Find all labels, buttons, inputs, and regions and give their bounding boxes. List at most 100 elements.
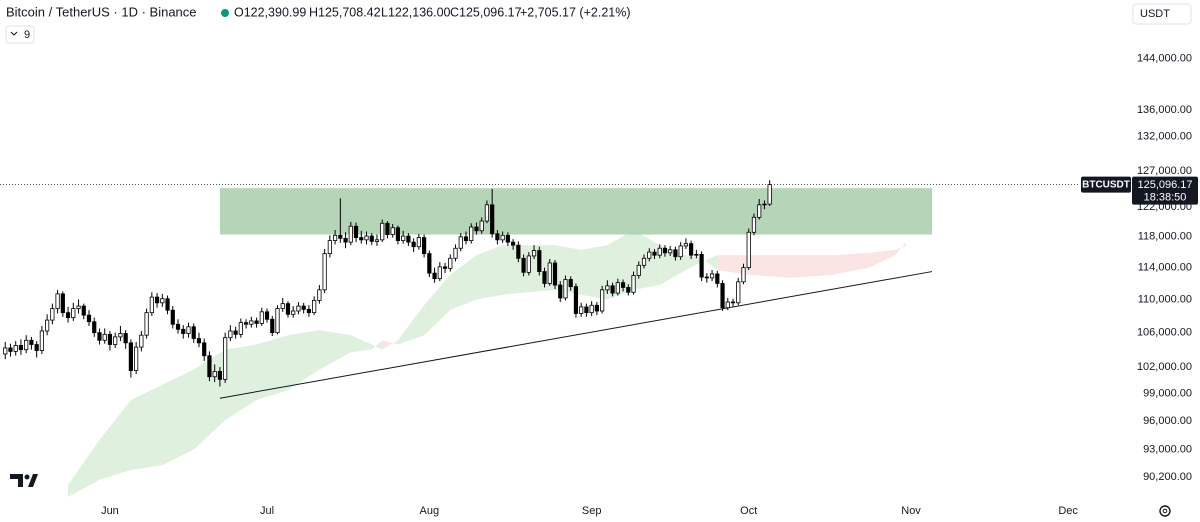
candle-body — [353, 225, 359, 238]
candle-body — [259, 311, 264, 324]
settings-icon[interactable] — [1159, 505, 1171, 517]
candle-body — [385, 222, 390, 235]
cloud-segment — [382, 340, 398, 350]
candle-body — [699, 254, 704, 278]
candle-body — [102, 333, 107, 341]
y-tick-label: 102,000.00 — [1137, 361, 1192, 373]
cloud-segment — [832, 252, 870, 275]
candle-body — [29, 339, 34, 345]
candle-body — [327, 240, 332, 255]
candle-body — [626, 287, 631, 293]
candle-body — [24, 339, 29, 351]
x-tick-label: Jul — [260, 505, 274, 517]
candle-body — [238, 322, 243, 335]
y-tick-label: 132,000.00 — [1137, 131, 1192, 143]
candle-body — [610, 285, 615, 294]
candle-body — [762, 203, 767, 206]
cloud-segment — [717, 255, 749, 275]
candle-body — [709, 273, 715, 279]
x-tick-label: Jun — [101, 505, 119, 517]
candle-body — [144, 312, 149, 336]
cloud-segment — [748, 255, 791, 278]
indicator-count: 9 — [24, 29, 30, 41]
candle-body — [312, 299, 317, 314]
candle-body — [422, 237, 427, 255]
candle-body — [558, 284, 563, 299]
candle-body — [631, 275, 636, 293]
candle-body — [432, 272, 437, 280]
candle-body — [13, 344, 18, 352]
candle-body — [228, 330, 233, 339]
candle-body — [343, 237, 348, 243]
candle-body — [537, 250, 542, 272]
candle-body — [364, 235, 369, 241]
candle-body — [584, 306, 589, 314]
open-value: O122,390.99 — [234, 5, 306, 19]
candle-body — [620, 282, 626, 288]
candle-body — [678, 245, 683, 258]
candle-body — [275, 308, 280, 334]
candle-body — [223, 337, 228, 380]
candle-body — [757, 204, 762, 218]
candle-body — [207, 355, 212, 378]
candle-body — [563, 279, 568, 299]
candle-body — [39, 330, 44, 351]
candle-body — [526, 255, 531, 273]
candle-body — [86, 314, 92, 323]
candle-body — [196, 338, 202, 344]
candle-body — [123, 333, 128, 344]
candle-body — [76, 305, 81, 309]
candle-body — [369, 235, 374, 242]
price-tag-value: 125,096.17 — [1137, 179, 1192, 191]
candle-body — [652, 251, 657, 256]
candle-body — [406, 235, 411, 243]
y-tick-label: 90,200.00 — [1143, 471, 1192, 483]
cloud-segment — [581, 245, 608, 300]
currency-label: USDT — [1140, 8, 1170, 20]
candle-body — [594, 304, 599, 312]
candle-body — [741, 267, 746, 283]
indicator-toggle[interactable] — [5, 25, 35, 44]
y-tick-label: 93,000.00 — [1143, 444, 1192, 456]
candle-body — [50, 308, 55, 321]
x-tick-label: Dec — [1058, 505, 1078, 517]
candle-body — [516, 244, 521, 259]
candle-body — [689, 243, 694, 256]
candle-body — [212, 371, 217, 378]
candle-body — [348, 225, 353, 243]
candle-body — [233, 330, 238, 335]
candle-body — [338, 234, 343, 239]
candle-body — [280, 303, 285, 309]
candle-body — [668, 249, 673, 254]
low-value: L122,136.00 — [381, 5, 451, 19]
chevron-icon — [10, 31, 18, 36]
y-tick-label: 127,000.00 — [1137, 165, 1192, 177]
candle-body — [380, 222, 385, 241]
y-tick-label: 136,000.00 — [1137, 104, 1192, 116]
candle-body — [306, 308, 312, 314]
candle-body — [160, 298, 165, 304]
price-tag-countdown: 18:38:50 — [1144, 192, 1187, 204]
symbol-tag-label: BTCUSDT — [1082, 179, 1130, 190]
candle-body — [600, 289, 605, 312]
currency-button[interactable] — [1132, 3, 1192, 25]
change-value: +2,705.17 (+2.21%) — [520, 5, 631, 19]
candle-body — [474, 226, 479, 232]
close-value: C125,096.17 — [450, 5, 522, 19]
cloud-segment — [162, 369, 194, 466]
candle-body — [3, 347, 8, 355]
candle-body — [746, 231, 751, 269]
cloud-segment — [225, 344, 257, 421]
candle-body — [573, 286, 579, 314]
candle-body — [673, 249, 678, 258]
y-tick-label: 144,000.00 — [1137, 53, 1192, 65]
candle-body — [81, 305, 86, 316]
candle-body — [662, 247, 668, 254]
candle-body — [395, 227, 401, 242]
candle-body — [720, 283, 725, 309]
candle-body — [322, 253, 327, 291]
candle-body — [270, 318, 275, 334]
candle-body — [128, 342, 133, 371]
